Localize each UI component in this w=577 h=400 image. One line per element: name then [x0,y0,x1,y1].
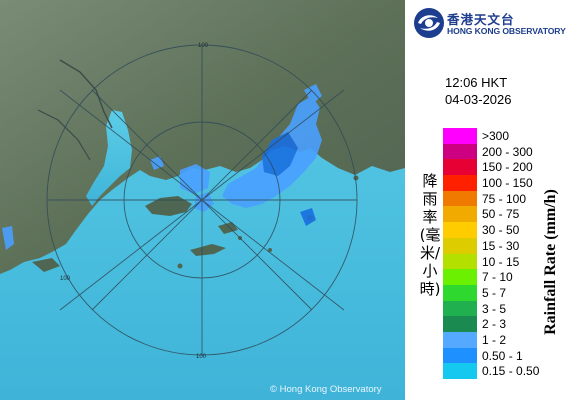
rain-echo [150,156,164,170]
legend-item: 0.50 - 1 [443,347,577,364]
mainland-land [0,0,405,274]
range-label-north: 100 [198,43,209,49]
legend-item: 2 - 3 [443,316,577,332]
range-rings [46,44,358,356]
legend-swatch [443,237,477,254]
legend-label: 2 - 3 [482,317,507,332]
timestamp-time: 12:06 HKT [445,75,508,90]
legend-item: 15 - 30 [443,237,577,254]
island [190,244,226,256]
hko-logo[interactable]: 香港天文台 HONG KONG OBSERVATORY [413,6,573,40]
legend-label: 30 - 50 [482,223,520,238]
legend-label: 3 - 5 [482,301,507,316]
legend-item: 1 - 2 [443,331,577,348]
legend-swatch [443,363,477,379]
legend-swatch [443,143,477,160]
legend-swatch [443,331,477,348]
radar-map-canvas: 100 100 100 [0,0,405,400]
legend-swatch [443,190,477,207]
rain-echo [262,132,298,176]
legend-label: 0.50 - 1 [482,348,523,363]
rain-echo [2,226,14,250]
radar-map[interactable]: 100 100 100 © Hong Kong Observatory [0,0,405,400]
legend-label: 7 - 10 [482,270,513,285]
logo-name-zh: 香港天文台 [447,12,515,27]
timestamp-date: 04-03-2026 [445,92,512,107]
legend-label: 1 - 2 [482,332,507,347]
legend-title-zh: 降雨率(毫米/小時) [419,172,441,298]
river [37,109,91,161]
legend-swatch [443,316,477,332]
copyright-text: © Hong Kong Observatory [270,384,382,395]
legend-item: 150 - 200 [443,159,577,176]
legend-label: >300 [482,129,510,143]
rainfall-legend: >300 200 - 300 150 - 200 100 - 150 75 - 100 5… [443,128,577,379]
legend-item: 200 - 300 [443,143,577,160]
legend-label: 200 - 300 [482,144,533,159]
legend-item: 100 - 150 [443,175,577,191]
lantau-island [145,196,192,216]
legend-label: 10 - 15 [482,254,520,269]
legend-label: 15 - 30 [482,238,520,253]
legend-title-en: Rainfall Rate (mm/h) [542,189,559,335]
legend-label: 50 - 75 [482,207,520,222]
river [59,59,113,129]
legend-label: 100 - 150 [482,176,533,191]
legend-swatch [443,347,477,364]
rain-echo [304,84,322,104]
legend-item: 5 - 7 [443,284,577,301]
legend-swatch [443,206,477,223]
pearl-river-estuary [86,110,132,206]
range-label-west: 100 [60,276,71,282]
legend-swatch [443,269,477,285]
legend-item: 10 - 15 [443,253,577,270]
legend-item: 30 - 50 [443,222,577,238]
legend-item: 50 - 75 [443,206,577,223]
legend-label: 0.15 - 0.50 [482,364,540,379]
range-label-south: 100 [196,354,207,360]
legend-label: 150 - 200 [482,160,533,175]
legend-item: 75 - 100 [443,190,577,207]
legend-swatch [443,159,477,176]
legend-item: 7 - 10 [443,269,577,285]
hko-logo-icon [414,8,444,38]
rain-echo [300,208,316,226]
legend-swatch [443,253,477,270]
legend-swatch [443,222,477,238]
legend-swatch [443,284,477,301]
timestamp: 12:06 HKT 04-03-2026 [445,74,512,108]
legend-swatch [443,300,477,317]
legend-label: 5 - 7 [482,285,507,300]
logo-name-en: HONG KONG OBSERVATORY [447,26,566,36]
rain-echoes [2,84,322,250]
legend-swatch [443,128,477,144]
legend-swatch [443,175,477,191]
legend-label: 75 - 100 [482,191,527,206]
rain-echo [180,164,210,194]
legend-item: 0.15 - 0.50 [443,363,577,379]
island [32,258,60,272]
info-panel: 香港天文台 HONG KONG OBSERVATORY 12:06 HKT 04… [405,0,577,400]
legend-item: 3 - 5 [443,300,577,317]
legend-item: >300 [443,128,577,144]
